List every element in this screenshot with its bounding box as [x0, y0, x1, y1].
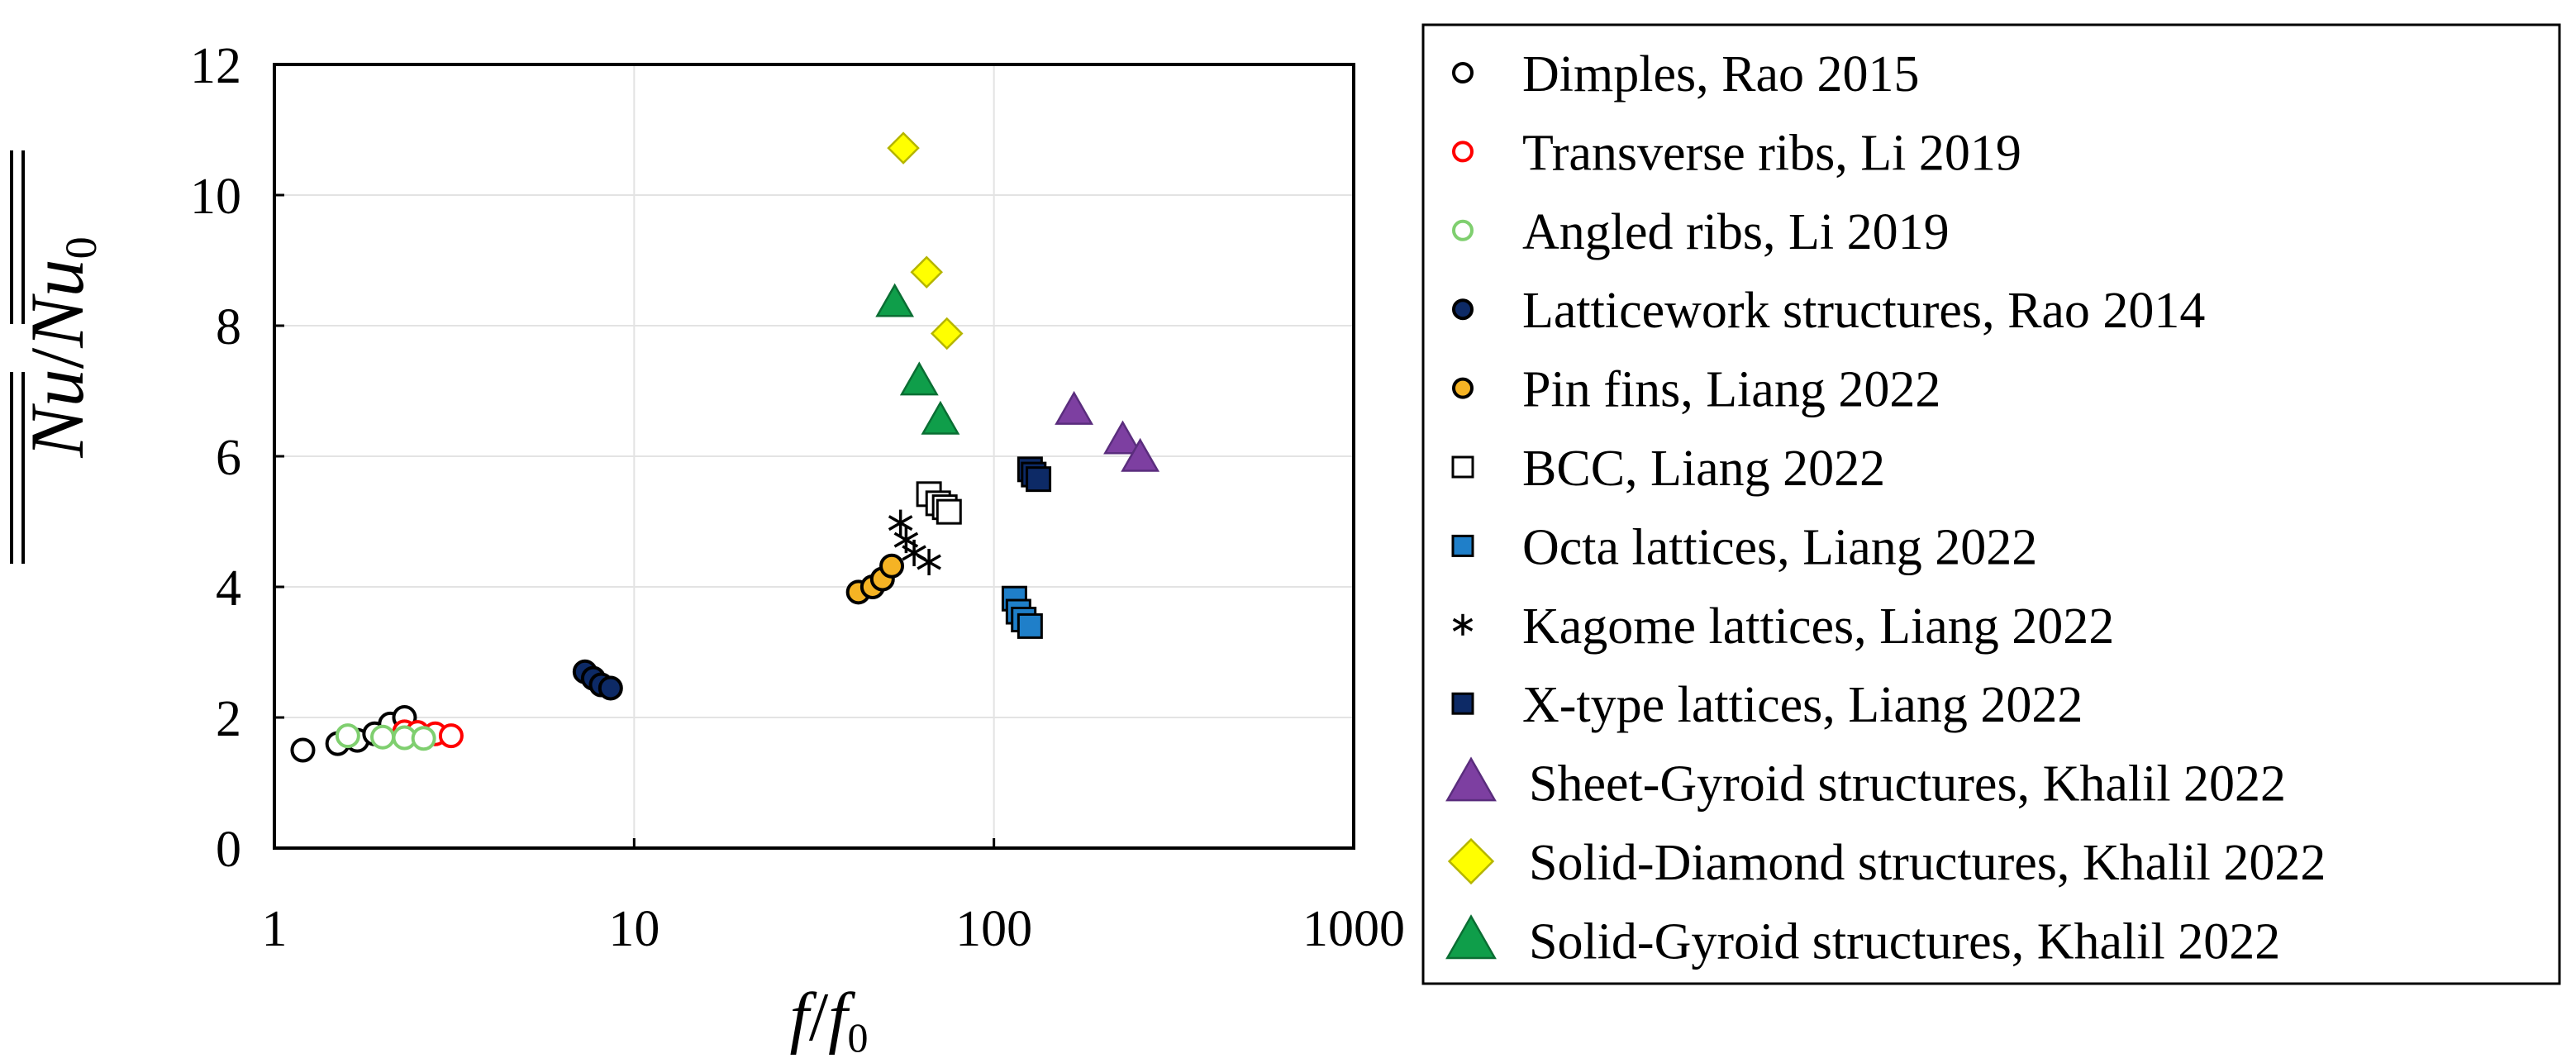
legend-entries: Dimples, Rao 2015 Transverse ribs, Li 201… — [1445, 46, 2326, 970]
y-tick-label: 12 — [190, 38, 241, 94]
x-label-f0-sub: 0 — [848, 1014, 869, 1061]
legend-marker — [1451, 534, 1474, 557]
x-axis-label: f/f0 — [789, 979, 868, 1061]
y-label-nu0-sub: 0 — [56, 236, 106, 259]
legend-marker — [1445, 756, 1497, 802]
y-axis-label: Nu/Nu0 — [10, 150, 106, 564]
data-point — [438, 723, 464, 749]
data-point — [930, 317, 964, 350]
legend-label: Angled ribs, Li 2019 — [1522, 204, 1950, 260]
data-point — [879, 553, 905, 579]
y-tick-label: 4 — [216, 560, 241, 617]
y-tick-label: 10 — [190, 169, 241, 225]
data-point — [888, 509, 913, 536]
y-tick-label: 2 — [216, 691, 241, 747]
data-point — [887, 131, 920, 164]
legend-marker — [1447, 837, 1495, 885]
data-point — [921, 400, 960, 435]
data-points — [290, 131, 1160, 763]
data-point — [370, 724, 396, 750]
y-label-nu0: Nu — [15, 259, 99, 348]
y-tick-label: 0 — [216, 822, 241, 878]
axis-ticks: 1 10 100 1000 0 2 4 6 8 10 12 — [190, 38, 1405, 957]
series-11 — [875, 283, 960, 435]
x-tick-label: 100 — [955, 901, 1032, 957]
legend-label: Kagome lattices, Liang 2022 — [1522, 598, 2114, 655]
data-point — [936, 498, 962, 525]
data-point — [290, 737, 316, 763]
legend-label: Solid-Diamond structures, Khalil 2022 — [1529, 835, 2326, 891]
legend-marker — [1452, 298, 1474, 321]
y-label-nu: Nu — [15, 369, 99, 458]
legend — [1421, 23, 2561, 985]
data-point — [1017, 613, 1043, 639]
x-tick-label: 1000 — [1302, 901, 1405, 957]
data-point — [875, 283, 915, 317]
data-point — [1026, 466, 1052, 493]
legend-label: Transverse ribs, Li 2019 — [1522, 125, 2021, 181]
data-point — [1055, 390, 1094, 425]
x-tick-label: 10 — [608, 901, 659, 957]
series-8 — [1017, 456, 1052, 493]
legend-label: X-type lattices, Liang 2022 — [1522, 677, 2083, 733]
data-point — [598, 675, 623, 701]
y-label-slash: / — [15, 347, 99, 369]
series-9 — [1055, 390, 1160, 472]
series-10 — [887, 131, 964, 350]
legend-marker — [1452, 62, 1474, 83]
legend-label: Latticework structures, Rao 2014 — [1522, 283, 2205, 339]
series-7 — [888, 509, 941, 575]
legend-marker — [1445, 914, 1497, 960]
y-tick-label: 6 — [216, 430, 241, 486]
data-point — [1121, 437, 1160, 472]
data-point — [910, 255, 943, 288]
legend-label: Dimples, Rao 2015 — [1522, 46, 1919, 102]
data-point — [1103, 420, 1142, 455]
series-2 — [335, 723, 436, 751]
legend-label: Sheet-Gyroid structures, Khalil 2022 — [1529, 756, 2286, 813]
legend-marker — [1452, 219, 1474, 241]
x-label-slash: / — [809, 979, 829, 1056]
legend-label: Solid-Gyroid structures, Khalil 2022 — [1529, 913, 2280, 970]
series-5 — [916, 481, 962, 525]
legend-marker — [1452, 377, 1474, 399]
series-3 — [572, 659, 623, 701]
legend-label: BCC, Liang 2022 — [1522, 441, 1885, 497]
legend-label: Pin fins, Liang 2022 — [1522, 362, 1940, 418]
legend-label: Octa lattices, Liang 2022 — [1522, 519, 2037, 575]
legend-marker — [1452, 141, 1474, 163]
svg-text:Nu/Nu0: Nu/Nu0 — [15, 236, 106, 458]
legend-marker — [1451, 692, 1474, 715]
series-4 — [845, 553, 905, 605]
data-point — [411, 726, 436, 751]
series-6 — [1001, 585, 1043, 639]
y-tick-label: 8 — [216, 299, 241, 355]
data-point — [335, 723, 360, 749]
legend-marker — [1452, 613, 1474, 636]
data-point — [899, 361, 939, 396]
data-point — [917, 548, 941, 575]
legend-marker — [1451, 455, 1474, 479]
x-tick-label: 1 — [262, 901, 288, 957]
